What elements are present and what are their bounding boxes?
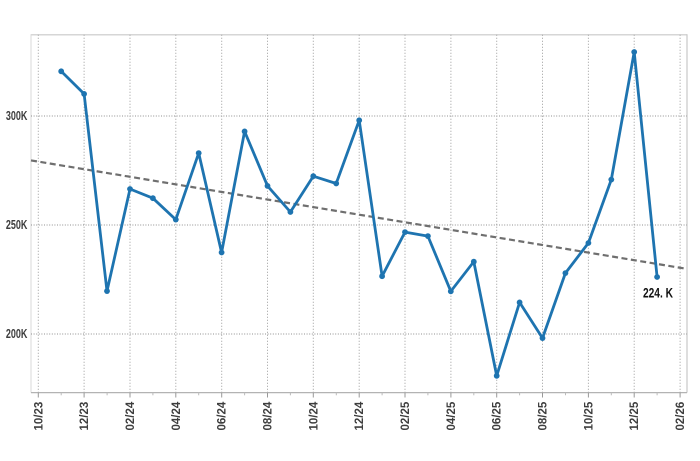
svg-text:04/24: 04/24 [171,401,183,430]
svg-text:300K: 300K [6,109,28,123]
svg-text:08/25: 08/25 [538,401,550,430]
svg-text:250K: 250K [6,218,28,232]
svg-text:200K: 200K [6,327,28,341]
svg-text:04/25: 04/25 [446,401,458,430]
svg-text:12/24: 12/24 [354,401,366,430]
svg-text:02/26: 02/26 [675,402,687,431]
svg-text:02/25: 02/25 [400,401,412,430]
svg-text:02/24: 02/24 [125,401,137,430]
svg-text:10/23: 10/23 [33,402,45,431]
svg-text:12/25: 12/25 [629,401,641,430]
svg-text:06/24: 06/24 [217,401,229,430]
svg-text:10/24: 10/24 [308,401,320,430]
svg-text:06/25: 06/25 [492,401,504,430]
svg-text:08/24: 08/24 [263,401,275,430]
svg-text:12/23: 12/23 [79,402,91,431]
svg-text:10/25: 10/25 [583,401,595,430]
svg-text:224. K: 224. K [643,285,673,301]
